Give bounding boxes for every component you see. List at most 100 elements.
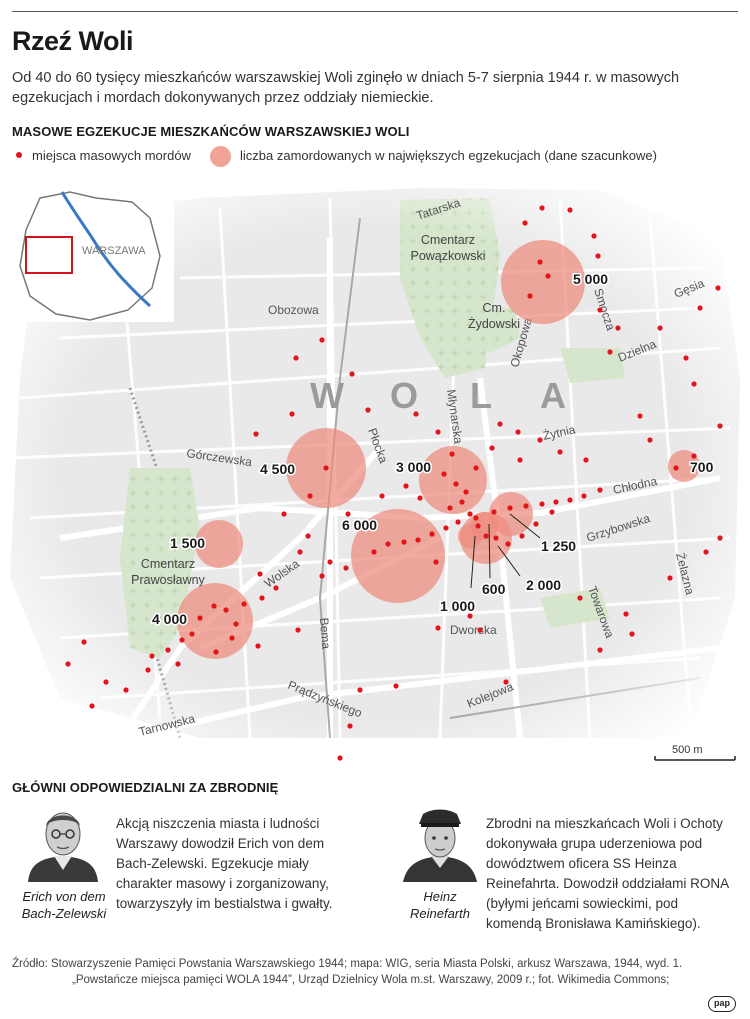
massacre-site-dot — [615, 325, 621, 331]
place-prawoslawny-1: Cmentarz — [141, 557, 195, 571]
massacre-site-dot — [347, 723, 353, 729]
count-1000: 1 000 — [440, 598, 475, 614]
top-rule — [12, 11, 738, 12]
count-6000: 6 000 — [342, 517, 377, 533]
massacre-site-dot — [89, 703, 95, 709]
massacre-site-dot — [545, 273, 551, 279]
massacre-site-dot — [175, 661, 181, 667]
massacre-site-dot — [715, 285, 721, 291]
massacre-site-dot — [507, 505, 513, 511]
street-bema: Bema — [317, 617, 333, 650]
massacre-site-dot — [581, 493, 587, 499]
massacre-site-dot — [179, 637, 185, 643]
street-dworska: Dworska — [450, 623, 497, 637]
massacre-site-dot — [505, 541, 511, 547]
legend-circle-icon — [210, 146, 231, 167]
street-obozowa: Obozowa — [268, 303, 319, 317]
massacre-sites — [65, 205, 723, 761]
massacre-site-dot — [415, 537, 421, 543]
massacre-site-dot — [259, 595, 265, 601]
svg-text:L: L — [470, 375, 500, 416]
massacre-site-dot — [417, 495, 423, 501]
massacre-site-dot — [393, 683, 399, 689]
massacre-site-dot — [703, 549, 709, 555]
circle-3000 — [419, 446, 487, 514]
people-row: Erich von dem Bach-Zelewski Akcją niszcz… — [12, 806, 738, 956]
massacre-site-dot — [379, 493, 385, 499]
massacre-site-dot — [323, 465, 329, 471]
massacre-site-dot — [489, 445, 495, 451]
massacre-site-dot — [583, 457, 589, 463]
massacre-site-dot — [305, 533, 311, 539]
circle-1000 — [458, 524, 482, 548]
count-labels: 5 000 4 500 3 000 6 000 1 500 4 000 700 … — [151, 270, 716, 629]
massacre-site-dot — [289, 411, 295, 417]
massacre-site-dot — [537, 437, 543, 443]
massacre-site-dot — [477, 627, 483, 633]
person1-name: Erich von dem Bach-Zelewski — [21, 889, 107, 921]
massacre-site-dot — [213, 649, 219, 655]
massacre-site-dot — [443, 525, 449, 531]
massacre-site-dot — [403, 483, 409, 489]
massacre-site-dot — [413, 411, 419, 417]
massacre-site-dot — [537, 259, 543, 265]
place-powazki-1: Cmentarz — [421, 233, 475, 247]
massacre-site-dot — [657, 325, 663, 331]
massacre-site-dot — [319, 337, 325, 343]
massacre-site-dot — [553, 499, 559, 505]
massacre-site-dot — [401, 539, 407, 545]
massacre-site-dot — [307, 493, 313, 499]
massacre-site-dot — [319, 573, 325, 579]
massacre-site-dot — [371, 549, 377, 555]
svg-text:A: A — [540, 375, 574, 416]
massacre-site-dot — [197, 615, 203, 621]
district-label: W O L A — [310, 375, 574, 416]
massacre-site-dot — [293, 355, 299, 361]
massacre-site-dot — [549, 509, 555, 515]
place-prawoslawny-2: Prawosławny — [131, 573, 205, 587]
massacre-site-dot — [597, 487, 603, 493]
massacre-site-dot — [473, 515, 479, 521]
massacre-site-dot — [597, 307, 603, 313]
count-700: 700 — [690, 459, 714, 475]
massacre-site-dot — [503, 679, 509, 685]
massacre-site-dot — [567, 207, 573, 213]
massacre-site-dot — [433, 559, 439, 565]
massacre-site-dot — [123, 687, 129, 693]
massacre-site-dot — [441, 471, 447, 477]
warsaw-inset-map: WARSZAWA — [14, 184, 174, 322]
page-title: Rzeź Woli — [12, 26, 134, 56]
massacre-site-dot — [233, 621, 239, 627]
massacre-site-dot — [189, 631, 195, 637]
massacre-site-dot — [165, 647, 171, 653]
massacre-site-dot — [491, 509, 497, 515]
count-1500: 1 500 — [170, 535, 205, 551]
massacre-site-dot — [241, 601, 247, 607]
circle-1500 — [195, 520, 243, 568]
massacre-site-dot — [467, 511, 473, 517]
massacre-site-dot — [273, 585, 279, 591]
svg-text:O: O — [390, 375, 426, 416]
massacre-site-dot — [533, 521, 539, 527]
massacre-site-dot — [697, 305, 703, 311]
massacre-site-dot — [337, 755, 343, 761]
massacre-site-dot — [515, 429, 521, 435]
massacre-site-dot — [145, 667, 151, 673]
count-1250: 1 250 — [541, 538, 576, 554]
massacre-site-dot — [459, 499, 465, 505]
massacre-site-dot — [81, 639, 87, 645]
massacre-site-dot — [345, 511, 351, 517]
massacre-site-dot — [435, 625, 441, 631]
map-legend: miejsca masowych mordów liczba zamordowa… — [12, 146, 742, 168]
massacre-site-dot — [523, 503, 529, 509]
massacre-site-dot — [629, 631, 635, 637]
count-3000: 3 000 — [396, 459, 431, 475]
place-zydowski-2: Żydowski — [468, 317, 520, 331]
circle-4000 — [177, 583, 253, 659]
massacre-site-dot — [717, 423, 723, 429]
massacre-site-dot — [557, 449, 563, 455]
massacre-site-dot — [297, 549, 303, 555]
legend-dot-label: miejsca masowych mordów — [32, 148, 191, 163]
street-zytnia: Żytnia — [542, 422, 577, 443]
place-zydowski-1: Cm. — [483, 301, 506, 315]
